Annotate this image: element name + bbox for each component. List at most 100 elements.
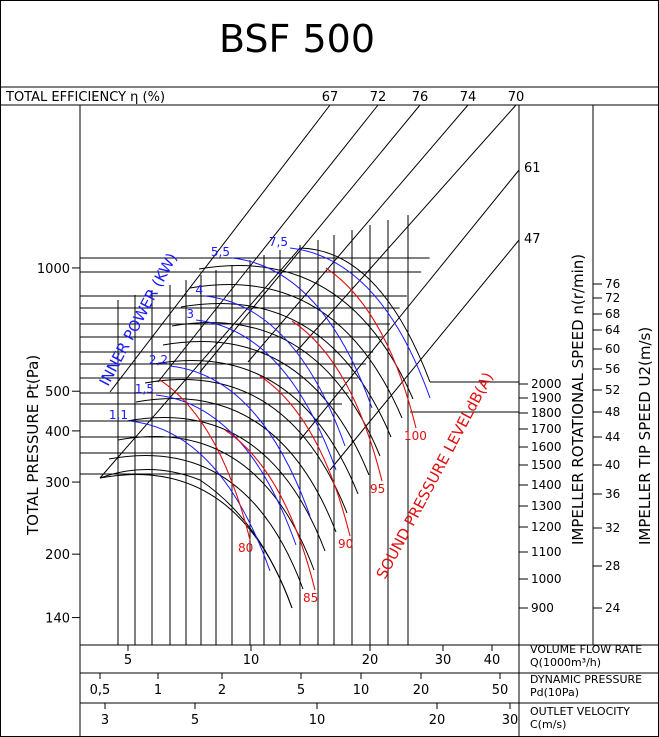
flow-tick: 10 — [243, 653, 260, 668]
tip-value: 60 — [605, 342, 620, 356]
vel-tick: 20 — [429, 713, 446, 728]
envelope-top-right — [299, 247, 431, 383]
efficiency-value: 67 — [322, 90, 339, 105]
outlet-velocity-label: OUTLET VELOCITY — [530, 705, 630, 718]
speed-value: 1100 — [531, 545, 562, 559]
efficiency-line — [295, 104, 517, 353]
envelope-bottom — [99, 468, 293, 609]
dyn-tick: 10 — [353, 683, 370, 698]
sound-value: 95 — [370, 482, 385, 496]
pressure-curve — [108, 455, 304, 590]
efficiency-line-47 — [329, 239, 520, 471]
y-tick-label: 1000 — [37, 262, 70, 277]
speed-value: 2000 — [531, 377, 562, 391]
angled-value: 47 — [524, 232, 541, 247]
speed-value: 1700 — [531, 422, 562, 436]
power-value: 2,2 — [149, 353, 168, 367]
efficiency-line-61 — [299, 169, 520, 441]
power-curve — [195, 319, 337, 471]
speed-value: 1400 — [531, 478, 562, 492]
sound-curve — [291, 320, 383, 482]
pressure-curve — [162, 341, 370, 476]
tip-value: 52 — [605, 383, 620, 397]
power-curve — [231, 257, 373, 409]
efficiency-header: TOTAL EFFICIENCY η (%) — [5, 90, 165, 105]
flow-tick: 40 — [484, 653, 501, 668]
flow-tick: 30 — [435, 653, 452, 668]
outlet-velocity-unit: C(m/s) — [530, 718, 566, 731]
angled-value: 61 — [524, 161, 541, 176]
sound-value: 100 — [404, 429, 427, 443]
sound-value: 85 — [303, 591, 318, 605]
speed-value: 1000 — [531, 572, 562, 586]
tip-value: 56 — [605, 362, 620, 376]
dyn-tick: 5 — [297, 683, 305, 698]
pressure-curve — [126, 417, 326, 552]
vel-tick: 30 — [502, 713, 519, 728]
efficiency-value: 76 — [412, 90, 429, 105]
y-tick-label: 200 — [45, 548, 70, 563]
flow-tick: 5 — [124, 653, 132, 668]
y-tick-label: 140 — [45, 612, 70, 627]
efficiency-value: 74 — [460, 90, 477, 105]
dyn-tick: 0,5 — [90, 683, 111, 698]
pressure-curve — [189, 284, 403, 419]
vel-tick: 5 — [191, 713, 199, 728]
efficiency-line — [157, 104, 379, 383]
efficiency-value: 70 — [508, 90, 525, 105]
sound-value: 90 — [338, 537, 353, 551]
tip-value: 36 — [605, 487, 620, 501]
tip-value: 32 — [605, 521, 620, 535]
speed-value: 1300 — [531, 499, 562, 513]
power-curve — [289, 247, 431, 399]
pressure-curve — [180, 303, 392, 438]
dynamic-pressure-label: DYNAMIC PRESSURE — [530, 673, 642, 686]
efficiency-line — [199, 104, 421, 373]
y-tick-label: 500 — [45, 385, 70, 400]
flow-unit: Q(1000m³/h) — [530, 656, 601, 669]
tip-value: 72 — [605, 291, 620, 305]
sound-pressure-label: SOUND PRESSURE LEVELdB(A) — [373, 369, 497, 582]
tip-speed-axis-label: IMPELLER TIP SPEED U2(m/s) — [636, 327, 654, 545]
tip-value: 68 — [605, 307, 620, 321]
power-curve — [155, 394, 297, 546]
power-value: 4 — [195, 283, 203, 297]
power-curve — [204, 295, 346, 447]
dyn-tick: 20 — [413, 683, 430, 698]
power-value: 7,5 — [269, 235, 288, 249]
pressure-curve — [144, 379, 348, 514]
y-tick-label: 400 — [45, 425, 70, 440]
inner-power-label: INNER POWER (KW) — [96, 250, 181, 389]
power-curve — [129, 420, 271, 572]
pressure-curve — [135, 398, 337, 533]
power-value: 1,5 — [135, 382, 154, 396]
speed-axis-label: IMPELLER ROTATIONAL SPEED n(r/min) — [569, 254, 587, 545]
sound-curve — [224, 429, 316, 591]
tip-value: 64 — [605, 323, 620, 337]
tip-value: 28 — [605, 559, 620, 573]
efficiency-value: 72 — [370, 90, 387, 105]
dyn-tick: 1 — [154, 683, 162, 698]
speed-value: 1200 — [531, 520, 562, 534]
efficiency-lines — [109, 104, 520, 471]
sound-curve — [325, 267, 417, 429]
sound-value: 80 — [238, 541, 253, 555]
dynamic-pressure-unit: Pd(10Pa) — [530, 686, 579, 699]
efficiency-line — [109, 104, 331, 393]
efficiency-line — [247, 104, 469, 363]
tip-value: 48 — [605, 405, 620, 419]
tip-value: 40 — [605, 458, 620, 472]
vel-tick: 10 — [309, 713, 326, 728]
plot-grid — [80, 215, 430, 645]
chart-title: BSF 500 — [219, 17, 375, 61]
speed-value: 1800 — [531, 406, 562, 420]
sound-curve — [259, 375, 351, 537]
flow-label: VOLUME FLOW RATE — [530, 643, 642, 656]
power-value: 5,5 — [211, 245, 230, 259]
dyn-tick: 2 — [218, 683, 226, 698]
power-value: 3 — [186, 307, 194, 321]
tip-value: 24 — [605, 601, 620, 615]
